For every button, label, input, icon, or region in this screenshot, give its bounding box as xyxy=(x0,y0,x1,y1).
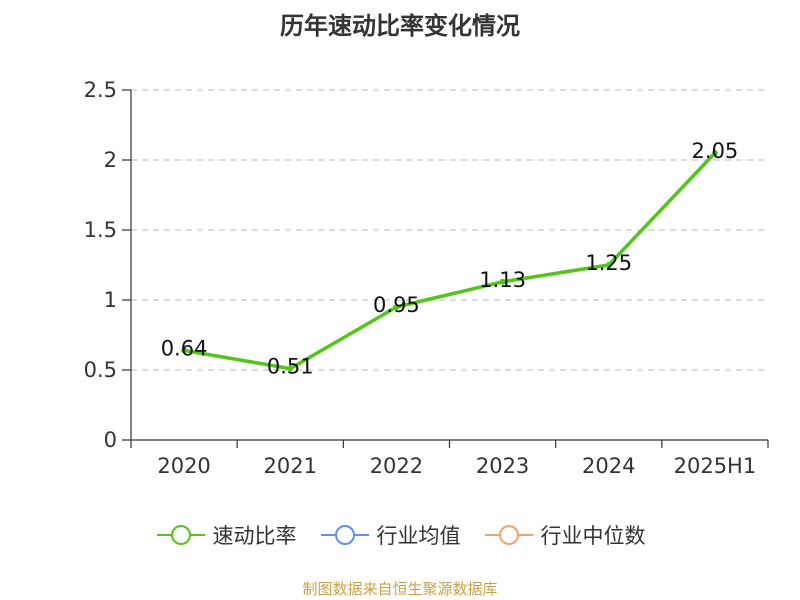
x-tick-label: 2024 xyxy=(582,454,635,478)
data-point xyxy=(287,365,294,372)
legend-item[interactable]: 行业中位数 xyxy=(483,520,646,550)
x-tick-label: 2025H1 xyxy=(674,454,757,478)
chart-title: 历年速动比率变化情况 xyxy=(280,12,520,40)
data-point xyxy=(605,262,612,268)
legend-item[interactable]: 速动比率 xyxy=(155,520,297,550)
data-point xyxy=(181,347,188,354)
legend-label: 行业均值 xyxy=(376,524,461,548)
y-tick-label: 1 xyxy=(104,288,117,312)
source-note: 制图数据来自恒生聚源数据库 xyxy=(302,580,498,598)
data-label: 0.51 xyxy=(267,355,314,379)
y-tick-label: 2.5 xyxy=(84,78,117,102)
y-tick-label: 1.5 xyxy=(84,218,117,242)
data-label: 1.13 xyxy=(479,268,526,292)
data-label: 0.64 xyxy=(161,336,208,360)
legend-item[interactable]: 行业均值 xyxy=(319,520,461,550)
y-tick-label: 0.5 xyxy=(84,358,117,382)
data-point xyxy=(499,278,506,285)
legend: 速动比率 行业均值 行业中位数 xyxy=(0,520,800,550)
legend-marker-icon xyxy=(156,525,205,545)
legend-marker-icon xyxy=(320,525,369,545)
x-tick-label: 2022 xyxy=(370,454,423,478)
data-label: 2.05 xyxy=(692,139,739,163)
legend-label: 行业中位数 xyxy=(540,524,646,548)
data-label: 0.95 xyxy=(373,293,420,317)
legend-label: 速动比率 xyxy=(212,524,297,548)
y-tick-label: 0 xyxy=(104,428,117,452)
data-point xyxy=(711,150,718,156)
x-tick-label: 2023 xyxy=(476,454,529,478)
x-tick-label: 2021 xyxy=(264,454,317,478)
data-point xyxy=(393,304,400,310)
x-tick-label: 2020 xyxy=(157,454,210,478)
y-tick-label: 2 xyxy=(104,148,117,172)
legend-marker-icon xyxy=(484,525,533,545)
data-label: 1.25 xyxy=(585,251,632,275)
series-line xyxy=(183,151,717,371)
